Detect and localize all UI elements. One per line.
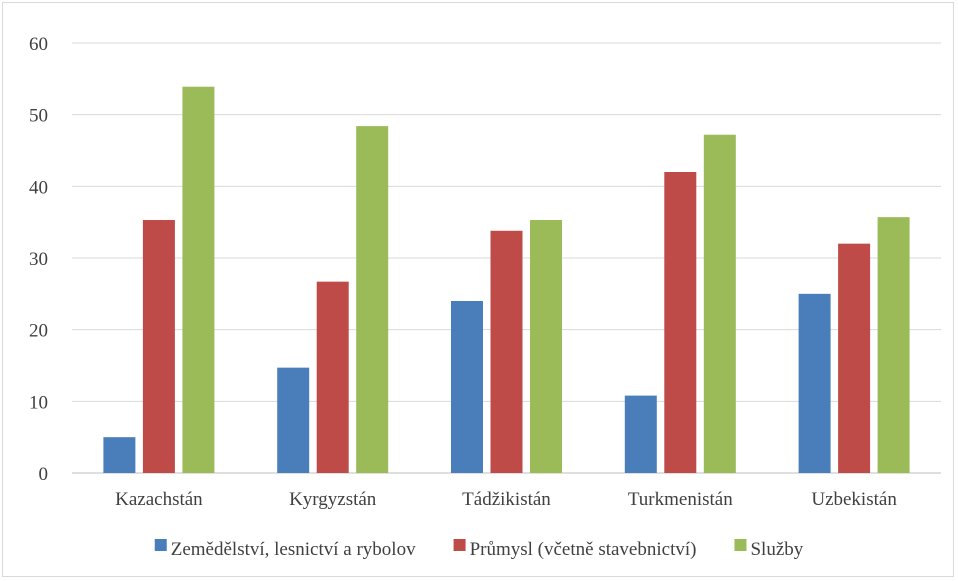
bar xyxy=(356,126,389,473)
y-tick-label: 10 xyxy=(29,392,48,413)
y-tick-label: 0 xyxy=(39,464,49,485)
y-tick-label: 50 xyxy=(29,106,48,127)
legend-label: Služby xyxy=(750,539,803,560)
legend-swatch xyxy=(154,539,167,551)
bar xyxy=(103,437,136,473)
x-tick-label: Uzbekistán xyxy=(811,489,897,510)
bar xyxy=(703,134,736,473)
y-tick-label: 20 xyxy=(29,321,48,342)
gridlines xyxy=(72,42,941,474)
bar xyxy=(838,243,871,473)
y-tick-label: 60 xyxy=(29,34,48,55)
bar xyxy=(530,220,562,473)
x-axis: Kazachstán Kyrgyzstán Tádžikistán Turkmenis… xyxy=(115,489,897,510)
legend-label: Průmysl (včetně stavebnictví) xyxy=(470,539,697,560)
bar xyxy=(142,220,175,473)
legend-item: Zemědělství, lesnictví a rybolov xyxy=(154,539,416,560)
x-tick-label: Kazachstán xyxy=(115,489,203,510)
bar xyxy=(664,172,697,473)
bar xyxy=(182,86,215,473)
bar xyxy=(490,230,523,473)
legend-item: Průmysl (včetně stavebnictví) xyxy=(453,539,697,560)
y-tick-label: 40 xyxy=(29,177,48,198)
legend-label: Zemědělství, lesnictví a rybolov xyxy=(171,539,416,560)
bars xyxy=(103,86,910,473)
bar xyxy=(451,301,483,473)
legend-swatch xyxy=(453,539,466,551)
bar xyxy=(877,217,910,473)
x-tick-label: Kyrgyzstán xyxy=(289,489,377,510)
x-tick-label: Tádžikistán xyxy=(462,489,551,510)
bar xyxy=(277,367,310,473)
legend: Zemědělství, lesnictví a rybolov Průmysl … xyxy=(154,539,804,560)
y-tick-label: 30 xyxy=(29,249,48,270)
bar xyxy=(624,395,657,473)
bar xyxy=(798,293,831,473)
legend-swatch xyxy=(734,539,747,551)
bar xyxy=(316,281,349,473)
x-tick-label: Turkmenistán xyxy=(628,489,733,510)
y-axis: 0 10 20 30 40 50 60 xyxy=(29,34,48,485)
legend-item: Služby xyxy=(734,539,804,560)
